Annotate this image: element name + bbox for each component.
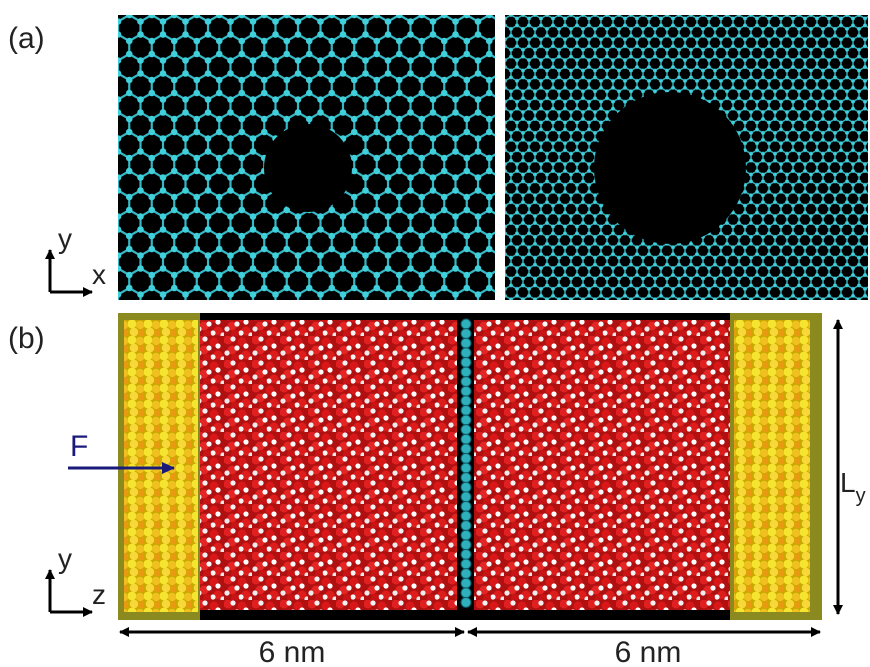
carbon-atom: [461, 597, 471, 607]
axis-label: x: [92, 259, 106, 290]
panel-label: (b): [8, 322, 45, 355]
carbon-atom: [461, 578, 471, 588]
carbon-atom: [461, 386, 471, 396]
pore: [264, 124, 352, 212]
carbon-atom: [461, 530, 471, 540]
carbon-atom: [461, 521, 471, 531]
carbon-atom: [461, 338, 471, 348]
carbon-atom: [461, 415, 471, 425]
carbon-atom: [461, 434, 471, 444]
carbon-atom: [461, 367, 471, 377]
carbon-atom: [461, 549, 471, 559]
water: [474, 320, 730, 610]
carbon-atom: [461, 348, 471, 358]
length-label: 6 nm: [259, 636, 326, 667]
carbon-atom: [461, 463, 471, 473]
carbon-atom: [461, 588, 471, 598]
carbon-atom: [461, 482, 471, 492]
panel-label: (a): [8, 22, 45, 55]
carbon-atom: [461, 377, 471, 387]
height-label-sub: y: [856, 485, 866, 507]
carbon-atom: [461, 473, 471, 483]
carbon-atom: [461, 453, 471, 463]
carbon-atom: [461, 405, 471, 415]
carbon-atom: [461, 396, 471, 406]
axis-label: z: [92, 579, 106, 610]
carbon-atom: [461, 357, 471, 367]
axis-label: y: [58, 223, 72, 254]
carbon-atom: [461, 319, 471, 329]
force-label: F: [70, 430, 88, 463]
carbon-atom: [461, 444, 471, 454]
carbon-atom: [461, 540, 471, 550]
piston: [124, 320, 198, 612]
axes-a: [50, 250, 92, 292]
carbon-atom: [461, 425, 471, 435]
carbon-atom: [461, 569, 471, 579]
axis-label: y: [58, 543, 72, 574]
carbon-atom: [461, 559, 471, 569]
height-label-main: L: [840, 467, 856, 498]
axes-b: [50, 570, 92, 612]
carbon-atom: [461, 492, 471, 502]
water: [200, 320, 457, 610]
figure: (a) y x (b) F Ly y z 6 nm 6 nm: [0, 0, 870, 667]
carbon-atom: [461, 329, 471, 339]
carbon-atom: [461, 511, 471, 521]
pore: [594, 92, 746, 244]
piston: [734, 320, 810, 612]
carbon-atom: [461, 501, 471, 511]
length-label: 6 nm: [615, 636, 682, 667]
height-label: Ly: [840, 467, 866, 507]
